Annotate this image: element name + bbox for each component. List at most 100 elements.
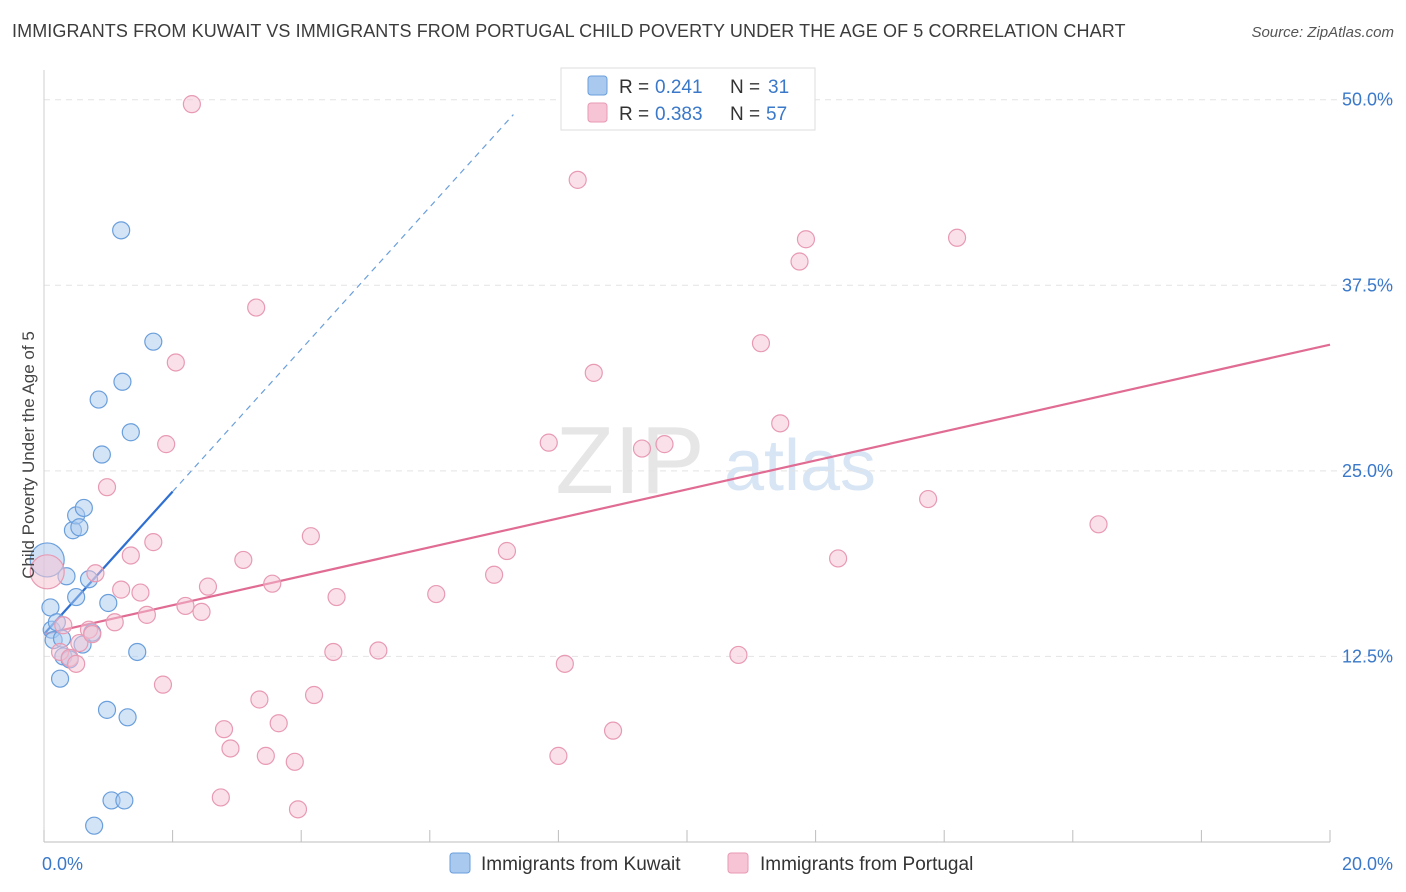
- portugal-point: [555, 654, 574, 673]
- watermark-atlas: atlas: [724, 426, 876, 506]
- kuwait-point: [97, 700, 117, 719]
- legend-kuwait-swatch: [449, 852, 471, 874]
- legend-kuwait-label: Immigrants from Kuwait: [481, 854, 681, 875]
- series-legend: Immigrants from Kuwait Immigrants from P…: [449, 852, 973, 875]
- portugal-point: [221, 739, 240, 758]
- portugal-point: [97, 478, 117, 497]
- kuwait-point: [115, 791, 134, 810]
- kuwait-point: [128, 642, 147, 662]
- portugal-point: [584, 363, 603, 382]
- portugal-point: [234, 550, 253, 570]
- portugal-point: [369, 641, 388, 660]
- portugal-point: [539, 433, 558, 452]
- stats-kuwait-n-label: N =: [730, 77, 760, 98]
- legend-portugal-label: Immigrants from Portugal: [760, 854, 973, 875]
- portugal-point: [655, 435, 674, 454]
- stats-kuwait-r-label: R =: [619, 77, 649, 98]
- portugal-point: [497, 541, 517, 561]
- kuwait-point: [113, 372, 132, 391]
- portugal-point: [301, 527, 320, 546]
- portugal-point: [86, 564, 105, 583]
- y-tick-label: 25.0%: [1342, 461, 1393, 481]
- portugal-point: [182, 95, 201, 114]
- kuwait-trend-extension: [172, 114, 514, 493]
- portugal-point: [112, 580, 131, 599]
- portugal-point: [192, 602, 211, 621]
- kuwait-point: [112, 221, 131, 240]
- portugal-point: [247, 298, 266, 317]
- data-points: [29, 95, 1108, 835]
- kuwait-point: [74, 498, 93, 518]
- portugal-point: [568, 170, 587, 189]
- gridlines: [44, 99, 1395, 657]
- portugal-point: [549, 746, 568, 765]
- stats-portugal-n-value: 57: [766, 104, 787, 125]
- legend-portugal-swatch: [727, 852, 749, 874]
- portugal-point: [121, 546, 140, 565]
- axes: 12.5% 25.0% 37.5% 50.0% 0.0% 20.0%: [42, 70, 1393, 874]
- portugal-point: [250, 690, 269, 709]
- y-tick-label: 50.0%: [1342, 90, 1393, 110]
- y-axis-label: Child Poverty Under the Age of 5: [19, 331, 38, 579]
- portugal-point: [54, 616, 73, 635]
- portugal-point: [157, 435, 176, 454]
- portugal-point: [829, 549, 848, 568]
- watermark-zip: ZIP: [555, 407, 704, 514]
- x-tick-label: 0.0%: [42, 854, 83, 874]
- kuwait-point: [144, 332, 163, 351]
- kuwait-point: [50, 669, 70, 688]
- portugal-point: [137, 605, 156, 624]
- kuwait-trend-line: [43, 490, 174, 635]
- portugal-point: [198, 577, 218, 596]
- stats-kuwait-r-value: 0.241: [655, 77, 703, 98]
- stats-kuwait-swatch: [587, 75, 608, 96]
- stats-portugal-r-label: R =: [619, 104, 649, 125]
- portugal-point: [324, 642, 343, 662]
- portugal-point: [144, 533, 163, 552]
- portugal-point: [83, 625, 102, 644]
- portugal-point: [67, 654, 86, 673]
- portugal-point: [790, 252, 809, 271]
- portugal-point: [256, 746, 275, 765]
- trend-lines: [43, 114, 1331, 636]
- kuwait-point: [99, 593, 118, 613]
- portugal-point: [263, 574, 282, 593]
- x-tick-label: 20.0%: [1342, 854, 1393, 874]
- portugal-point: [29, 554, 65, 590]
- kuwait-point: [121, 423, 140, 442]
- stats-kuwait-n-value: 31: [768, 77, 789, 98]
- portugal-point: [131, 583, 150, 602]
- portugal-point: [105, 613, 124, 632]
- kuwait-point: [67, 587, 86, 607]
- portugal-point: [603, 721, 623, 740]
- portugal-point: [1089, 515, 1108, 534]
- portugal-point: [919, 489, 938, 509]
- portugal-point: [211, 788, 230, 807]
- portugal-point: [269, 714, 288, 733]
- portugal-point: [166, 353, 185, 372]
- kuwait-point: [92, 445, 111, 464]
- portugal-point: [214, 720, 234, 739]
- kuwait-point: [85, 816, 104, 835]
- kuwait-point: [89, 390, 108, 409]
- portugal-point: [632, 439, 652, 458]
- stats-portugal-swatch: [587, 102, 608, 123]
- y-tick-label: 37.5%: [1342, 275, 1393, 295]
- stats-portugal-r-value: 0.383: [655, 104, 703, 125]
- portugal-point: [70, 633, 89, 653]
- portugal-point: [427, 584, 446, 604]
- stats-legend: R = 0.241 N = 31 R = 0.383 N = 57: [560, 67, 816, 131]
- portugal-point: [176, 596, 195, 616]
- portugal-point: [304, 685, 324, 705]
- kuwait-point: [118, 708, 137, 727]
- chart-title: IMMIGRANTS FROM KUWAIT VS IMMIGRANTS FRO…: [12, 21, 1126, 41]
- portugal-point: [285, 752, 304, 771]
- portugal-point: [771, 414, 790, 433]
- portugal-point: [751, 334, 771, 353]
- y-tick-label: 12.5%: [1342, 646, 1393, 666]
- portugal-point: [288, 800, 308, 819]
- portugal-point: [729, 645, 748, 665]
- portugal-point: [327, 587, 346, 607]
- stats-portugal-n-label: N =: [730, 104, 760, 125]
